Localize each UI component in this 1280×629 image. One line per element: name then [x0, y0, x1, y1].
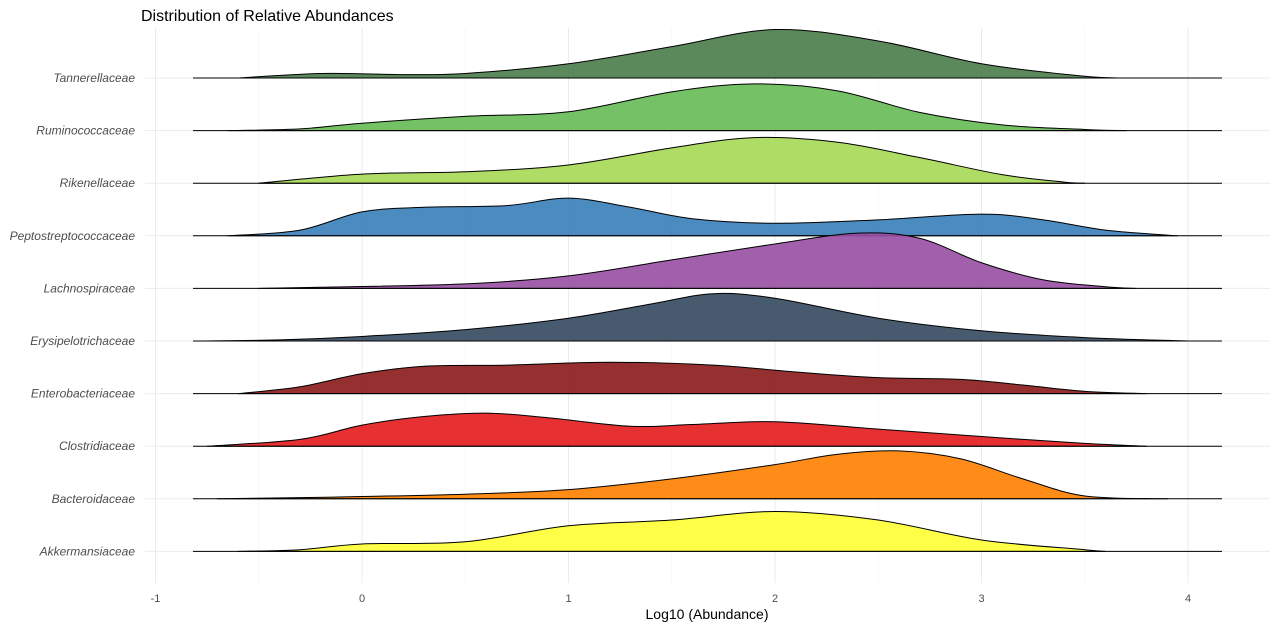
category-label-ruminococcaceae: Ruminococcaceae	[36, 124, 135, 138]
ridge-peptostreptococcaceae	[227, 197, 1179, 237]
x-axis-title: Log10 (Abundance)	[646, 606, 769, 622]
ridge-lachnospiraceae	[258, 232, 1137, 289]
ridge-tannerellaceae	[237, 28, 1127, 79]
category-label-lachnospiraceae: Lachnospiraceae	[44, 281, 136, 295]
category-label-rikenellaceae: Rikenellaceae	[60, 176, 136, 190]
x-tick-label: 0	[359, 593, 365, 605]
ridge-akkermansiaceae	[237, 511, 1106, 552]
ridge-clostridiaceae	[206, 412, 1148, 447]
ridge-ruminococcaceae	[227, 83, 1127, 132]
x-tick-label: 1	[565, 593, 571, 605]
x-tick-label: 4	[1185, 593, 1191, 605]
x-tick-label: -1	[151, 593, 161, 605]
category-label-clostridiaceae: Clostridiaceae	[59, 439, 135, 453]
category-label-tannerellaceae: Tannerellaceae	[53, 71, 135, 85]
category-label-enterobacteriaceae: Enterobacteriaceae	[31, 387, 135, 401]
x-tick-label: 3	[978, 593, 984, 605]
ridge-rikenellaceae	[258, 136, 1086, 184]
category-label-bacteroidaceae: Bacteroidaceae	[52, 492, 136, 506]
x-axis-ticks: -1 0 1 2 3 4	[151, 593, 1191, 605]
chart-title: Distribution of Relative Abundances	[141, 8, 394, 25]
ridge-bacteroidaceae	[216, 450, 1168, 500]
category-label-erysipelotrichaceae: Erysipelotrichaceae	[30, 334, 135, 348]
category-label-peptostreptococcaceae: Peptostreptococcaceae	[10, 229, 136, 243]
category-labels: Tannerellaceae Ruminococcaceae Rikenellace…	[10, 71, 136, 558]
ridges	[193, 28, 1222, 552]
ridge-erysipelotrichaceae	[196, 292, 1189, 342]
category-label-akkermansiaceae: Akkermansiaceae	[39, 544, 136, 558]
x-tick-label: 2	[772, 593, 778, 605]
ridge-enterobacteriaceae	[237, 361, 1148, 395]
